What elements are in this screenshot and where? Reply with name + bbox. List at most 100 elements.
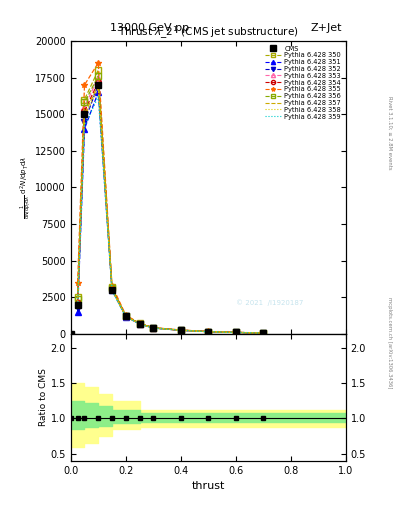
Pythia 6.428 354 bbox=[96, 79, 101, 85]
Pythia 6.428 352 bbox=[137, 321, 142, 327]
Pythia 6.428 351 bbox=[261, 330, 266, 336]
Pythia 6.428 354 bbox=[82, 108, 87, 114]
Pythia 6.428 350 bbox=[178, 327, 183, 333]
Pythia 6.428 358 bbox=[123, 313, 128, 319]
Pythia 6.428 356 bbox=[137, 321, 142, 327]
Pythia 6.428 354 bbox=[206, 329, 211, 335]
Pythia 6.428 355 bbox=[233, 329, 238, 335]
Pythia 6.428 350 bbox=[96, 67, 101, 73]
Pythia 6.428 357 bbox=[233, 329, 238, 335]
Line: Pythia 6.428 354: Pythia 6.428 354 bbox=[75, 79, 266, 336]
Pythia 6.428 354 bbox=[178, 327, 183, 333]
Pythia 6.428 350 bbox=[82, 96, 87, 102]
Pythia 6.428 352 bbox=[178, 327, 183, 333]
Pythia 6.428 351 bbox=[110, 287, 114, 293]
Legend: CMS, Pythia 6.428 350, Pythia 6.428 351, Pythia 6.428 352, Pythia 6.428 353, Pyt: CMS, Pythia 6.428 350, Pythia 6.428 351,… bbox=[264, 45, 343, 121]
Pythia 6.428 356 bbox=[151, 325, 156, 331]
Pythia 6.428 351 bbox=[233, 329, 238, 335]
Pythia 6.428 356 bbox=[261, 330, 266, 336]
Pythia 6.428 358 bbox=[151, 325, 156, 331]
Pythia 6.428 351 bbox=[96, 89, 101, 95]
CMS bbox=[110, 287, 114, 293]
Pythia 6.428 355 bbox=[178, 327, 183, 333]
Line: Pythia 6.428 356: Pythia 6.428 356 bbox=[75, 73, 266, 336]
Pythia 6.428 353 bbox=[137, 321, 142, 327]
Pythia 6.428 351 bbox=[123, 313, 128, 319]
Pythia 6.428 354 bbox=[233, 329, 238, 335]
Line: Pythia 6.428 358: Pythia 6.428 358 bbox=[78, 88, 263, 333]
Pythia 6.428 351 bbox=[151, 325, 156, 331]
Pythia 6.428 356 bbox=[233, 329, 238, 335]
Pythia 6.428 350 bbox=[151, 325, 156, 331]
Pythia 6.428 357 bbox=[151, 325, 156, 331]
Pythia 6.428 359 bbox=[261, 330, 266, 336]
Pythia 6.428 356 bbox=[123, 313, 128, 319]
Line: Pythia 6.428 350: Pythia 6.428 350 bbox=[75, 68, 266, 336]
Pythia 6.428 359 bbox=[151, 325, 156, 331]
Pythia 6.428 352 bbox=[75, 305, 80, 311]
Line: Pythia 6.428 352: Pythia 6.428 352 bbox=[75, 82, 266, 336]
Pythia 6.428 356 bbox=[75, 295, 80, 302]
Pythia 6.428 357 bbox=[206, 329, 211, 335]
Line: Pythia 6.428 355: Pythia 6.428 355 bbox=[75, 60, 266, 336]
Pythia 6.428 352 bbox=[261, 330, 266, 336]
Pythia 6.428 353 bbox=[206, 329, 211, 335]
CMS bbox=[68, 331, 73, 337]
Pythia 6.428 357 bbox=[123, 313, 128, 319]
CMS bbox=[137, 321, 142, 327]
Title: Thrust $\lambda\_2^1$ (CMS jet substructure): Thrust $\lambda\_2^1$ (CMS jet substruct… bbox=[118, 25, 299, 41]
CMS bbox=[123, 313, 128, 319]
CMS bbox=[206, 329, 211, 335]
Pythia 6.428 357 bbox=[178, 327, 183, 333]
Y-axis label: $\frac{1}{\mathrm{d}N/\mathrm{d}p_T\mathrm{d}\lambda}$ $\mathrm{d}^2N/\mathrm{d}: $\frac{1}{\mathrm{d}N/\mathrm{d}p_T\math… bbox=[18, 156, 34, 219]
Pythia 6.428 357 bbox=[137, 321, 142, 327]
Pythia 6.428 353 bbox=[151, 325, 156, 331]
CMS bbox=[96, 82, 101, 88]
Pythia 6.428 358 bbox=[75, 303, 80, 309]
Pythia 6.428 358 bbox=[233, 329, 238, 335]
Pythia 6.428 353 bbox=[123, 313, 128, 319]
Pythia 6.428 353 bbox=[178, 327, 183, 333]
Pythia 6.428 356 bbox=[178, 327, 183, 333]
Pythia 6.428 352 bbox=[96, 82, 101, 88]
Line: Pythia 6.428 353: Pythia 6.428 353 bbox=[75, 75, 266, 336]
Pythia 6.428 359 bbox=[233, 329, 238, 335]
Pythia 6.428 351 bbox=[206, 329, 211, 335]
Pythia 6.428 350 bbox=[261, 330, 266, 336]
CMS bbox=[178, 327, 183, 333]
X-axis label: thrust: thrust bbox=[192, 481, 225, 491]
Pythia 6.428 358 bbox=[206, 329, 211, 335]
Pythia 6.428 354 bbox=[151, 325, 156, 331]
Pythia 6.428 352 bbox=[151, 325, 156, 331]
Pythia 6.428 350 bbox=[233, 329, 238, 335]
Pythia 6.428 359 bbox=[110, 288, 114, 294]
Pythia 6.428 352 bbox=[206, 329, 211, 335]
Text: Rivet 3.1.10; ≥ 2.8M events: Rivet 3.1.10; ≥ 2.8M events bbox=[387, 96, 392, 170]
Pythia 6.428 357 bbox=[110, 287, 114, 293]
Pythia 6.428 350 bbox=[206, 329, 211, 335]
Pythia 6.428 354 bbox=[137, 321, 142, 327]
Pythia 6.428 350 bbox=[123, 312, 128, 318]
Y-axis label: Ratio to CMS: Ratio to CMS bbox=[39, 369, 48, 426]
Pythia 6.428 357 bbox=[96, 82, 101, 88]
Pythia 6.428 353 bbox=[82, 104, 87, 110]
Pythia 6.428 359 bbox=[96, 94, 101, 100]
Pythia 6.428 359 bbox=[206, 329, 211, 335]
Pythia 6.428 350 bbox=[110, 284, 114, 290]
Pythia 6.428 355 bbox=[261, 330, 266, 336]
CMS bbox=[233, 329, 238, 335]
Pythia 6.428 359 bbox=[137, 321, 142, 327]
Pythia 6.428 355 bbox=[151, 325, 156, 331]
Pythia 6.428 350 bbox=[75, 294, 80, 301]
Pythia 6.428 355 bbox=[206, 328, 211, 334]
Text: mcplots.cern.ch [arXiv:1306.3436]: mcplots.cern.ch [arXiv:1306.3436] bbox=[387, 297, 392, 389]
Pythia 6.428 355 bbox=[96, 60, 101, 66]
Pythia 6.428 353 bbox=[96, 75, 101, 81]
Pythia 6.428 357 bbox=[261, 330, 266, 336]
Pythia 6.428 356 bbox=[96, 73, 101, 79]
Pythia 6.428 358 bbox=[96, 85, 101, 91]
Line: Pythia 6.428 351: Pythia 6.428 351 bbox=[75, 90, 266, 336]
Pythia 6.428 359 bbox=[123, 314, 128, 320]
Pythia 6.428 353 bbox=[110, 285, 114, 291]
Text: 13000 GeV pp: 13000 GeV pp bbox=[110, 23, 189, 33]
